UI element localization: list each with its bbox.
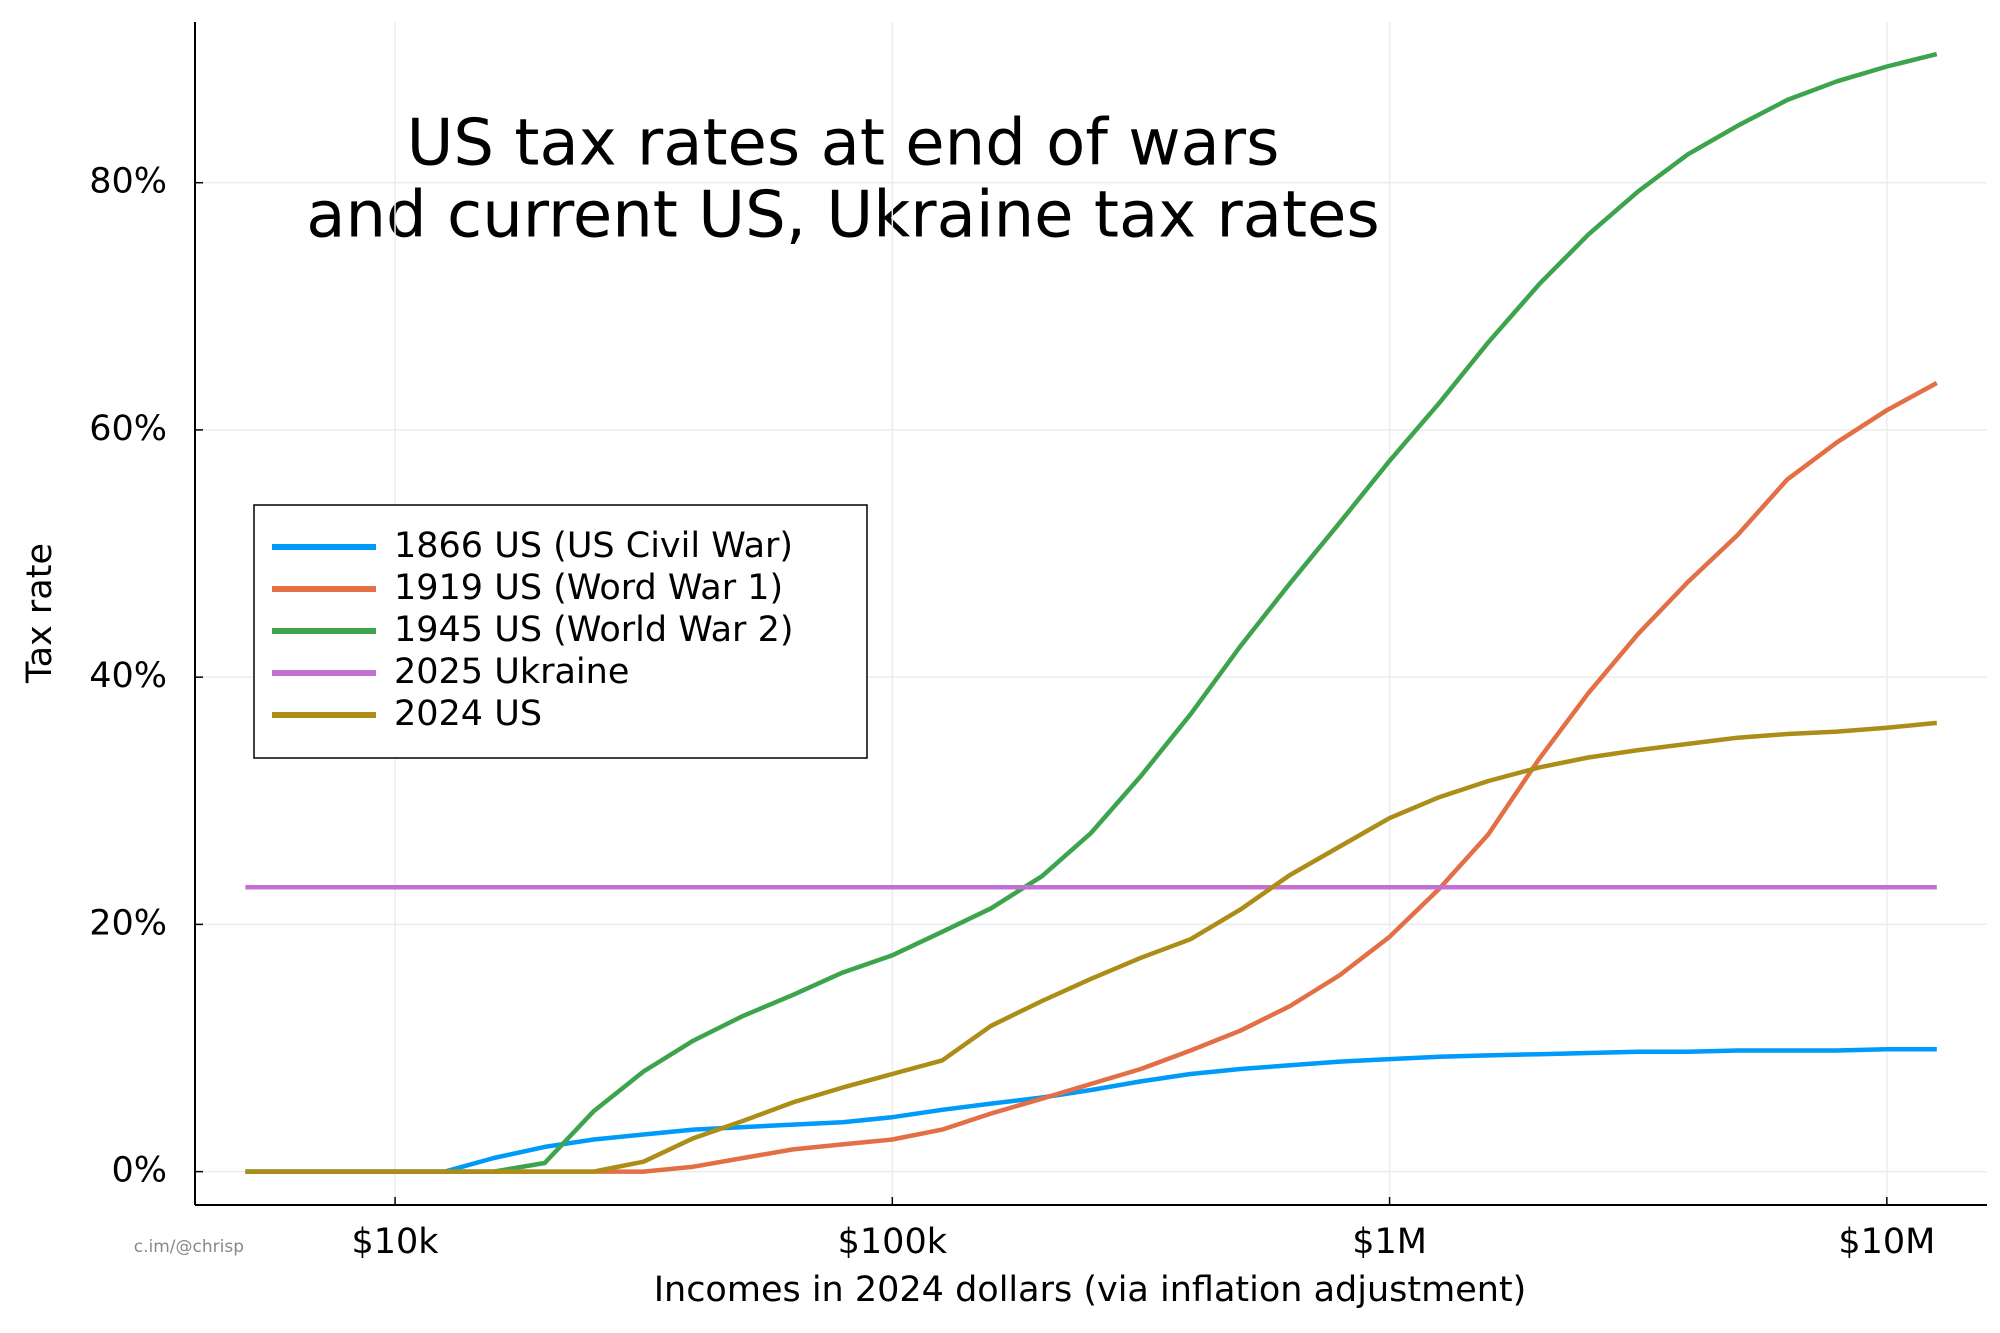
x-tick-label: $1M <box>1352 1222 1427 1262</box>
legend-label: 1945 US (World War 2) <box>394 610 794 650</box>
y-tick-label: 40% <box>89 656 167 696</box>
chart-title: US tax rates at end of wars <box>407 107 1280 181</box>
chart-title: and current US, Ukraine tax rates <box>306 179 1380 253</box>
legend-label: 2024 US <box>394 694 542 734</box>
legend-label: 1919 US (Word War 1) <box>394 568 783 608</box>
y-tick-label: 80% <box>89 162 167 202</box>
line <box>245 51 1938 1174</box>
y-tick-label: 20% <box>89 903 167 943</box>
y-tick-label: 0% <box>111 1151 167 1191</box>
y-axis-label: Tax rate <box>20 543 60 684</box>
watermark: c.im/@chrisp <box>134 1237 244 1257</box>
x-axis-label: Incomes in 2024 dollars (via inflation a… <box>654 1270 1527 1310</box>
x-tick-label: $10M <box>1838 1222 1935 1262</box>
x-tick-label: $10k <box>352 1222 440 1262</box>
y-tick-label: 60% <box>89 409 167 449</box>
x-tick-label: $100k <box>838 1222 948 1262</box>
legend-label: 2025 Ukraine <box>394 652 629 692</box>
line <box>245 720 1938 1174</box>
legend-label: 1866 US (US Civil War) <box>394 526 793 566</box>
line <box>245 1046 1937 1174</box>
